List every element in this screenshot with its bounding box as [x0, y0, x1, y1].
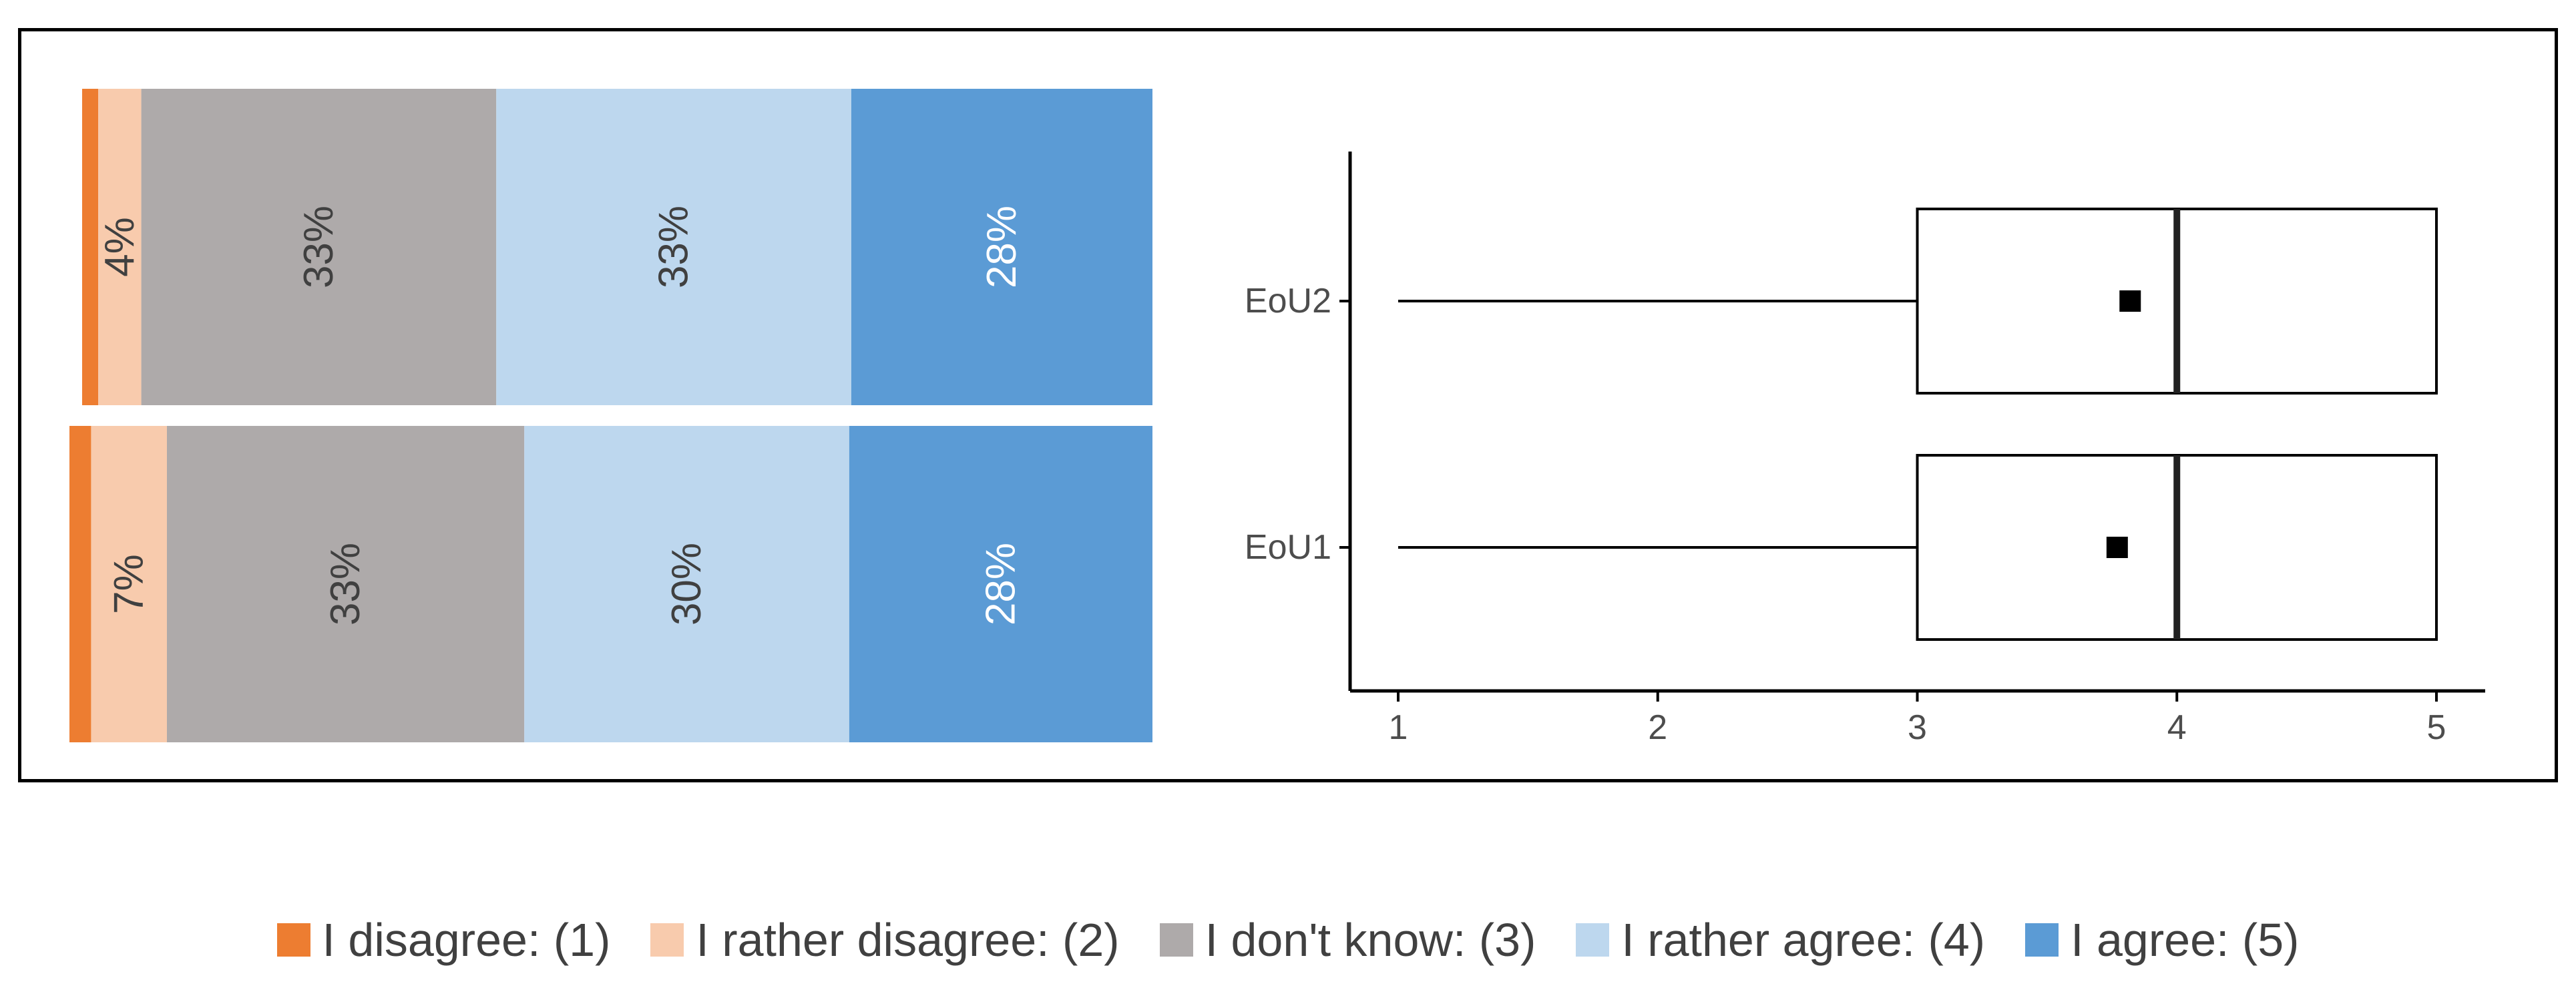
stacked-bar-chart: 4% 33% 33% 28% 7% 33% 30% 28% — [69, 89, 1152, 742]
bar-segment-eou1-3 — [166, 426, 525, 742]
bar-data-label: 33% — [296, 206, 342, 288]
legend: I disagree: (1) I rather disagree: (2) I… — [0, 907, 2576, 973]
bar-data-label: 4% — [97, 217, 143, 277]
chart-frame: 4% 33% 33% 28% 7% 33% 30% 28% 1 2 3 4 5 EoU2 EoU1 — [18, 28, 2558, 782]
legend-label: I don't know: (3) — [1205, 914, 1536, 966]
bar-segment-eou2-1 — [82, 89, 99, 405]
bar-segment-eou2-2 — [98, 89, 142, 405]
legend-swatch — [2025, 923, 2059, 957]
mean-marker — [2119, 290, 2141, 312]
legend-label: I agree: (5) — [2071, 914, 2300, 966]
legend-label: I disagree: (1) — [322, 914, 611, 966]
x-tick-label: 3 — [1908, 708, 1927, 747]
bar-row-eou2: 4% 33% 33% 28% — [82, 89, 1152, 405]
bar-segment-eou1-5 — [849, 426, 1152, 742]
legend-swatch — [1576, 923, 1610, 957]
x-tick-label: 1 — [1389, 708, 1408, 747]
bar-data-label: 28% — [978, 543, 1024, 625]
legend-swatch — [650, 923, 684, 957]
legend-item-agree: I agree: (5) — [2025, 913, 2299, 967]
bar-segment-eou1-1 — [69, 426, 91, 742]
bar-data-label: 28% — [979, 206, 1025, 288]
bar-segment-eou1-4 — [524, 426, 849, 742]
box-eou1: EoU1 — [1245, 454, 2438, 641]
legend-swatch — [1159, 923, 1193, 957]
legend-item-dont-know: I don't know: (3) — [1159, 913, 1536, 967]
x-tick-label: 5 — [2427, 708, 2446, 747]
legend-swatch — [276, 923, 310, 957]
bar-segment-eou2-4 — [496, 89, 851, 405]
bar-data-label: 33% — [651, 206, 697, 288]
bar-segment-eou2-3 — [141, 89, 497, 405]
legend-label: I rather disagree: (2) — [696, 914, 1120, 966]
boxplot-chart: 1 2 3 4 5 EoU2 EoU1 — [1245, 152, 2485, 747]
bar-data-label: 33% — [323, 543, 369, 625]
bar-row-eou1: 7% 33% 30% 28% — [69, 426, 1152, 742]
bar-segment-eou1-2 — [91, 426, 167, 742]
mean-marker — [2106, 537, 2128, 558]
x-tick-label: 4 — [2167, 708, 2187, 747]
box-eou2: EoU2 — [1245, 208, 2438, 395]
legend-item-rather-agree: I rather agree: (4) — [1576, 913, 1985, 967]
bar-data-label: 7% — [106, 554, 152, 614]
x-tick-label: 2 — [1648, 708, 1667, 747]
legend-label: I rather agree: (4) — [1621, 914, 1986, 966]
y-tick-label: EoU1 — [1245, 528, 1331, 567]
legend-item-rather-disagree: I rather disagree: (2) — [650, 913, 1120, 967]
legend-item-disagree: I disagree: (1) — [276, 913, 611, 967]
y-tick-label: EoU2 — [1245, 282, 1331, 320]
bar-segment-eou2-5 — [851, 89, 1152, 405]
bar-data-label: 30% — [664, 543, 710, 625]
